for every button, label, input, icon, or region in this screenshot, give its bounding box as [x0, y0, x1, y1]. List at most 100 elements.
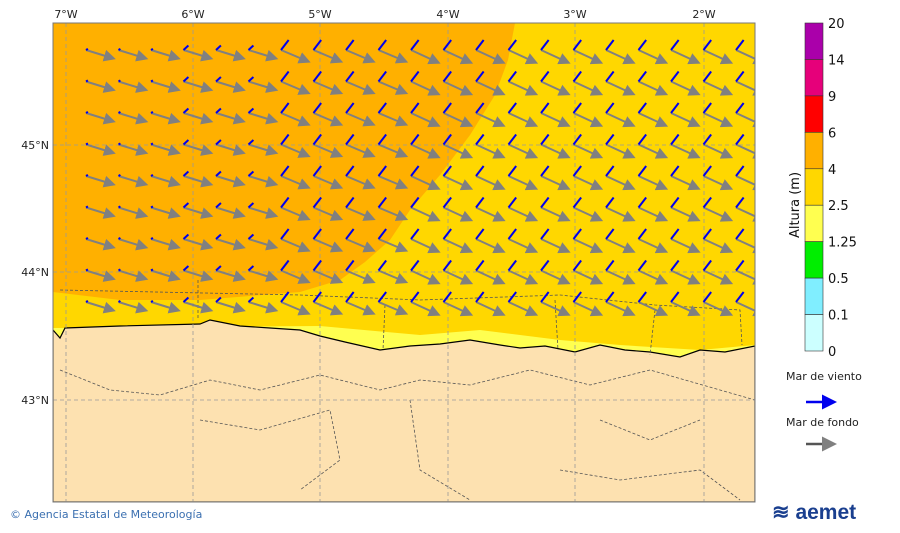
wind-sea-arrow: [280, 70, 290, 83]
swell-arrow: [183, 80, 214, 93]
swell-arrow: [313, 238, 344, 253]
swell-arrow: [735, 80, 755, 96]
wind-sea-arrow: [247, 265, 255, 272]
swell-arrow: [85, 112, 116, 125]
swell-arrow: [85, 206, 116, 219]
wind-sea-arrow: [117, 268, 121, 272]
swell-arrow: [670, 80, 701, 96]
wind-sea-arrow: [702, 133, 712, 146]
colorbar-title: Altura (m): [788, 172, 803, 238]
aemet-logo: ≋ aemet: [772, 500, 856, 525]
swell-arrow: [410, 301, 441, 317]
graticule: [53, 23, 755, 502]
wind-sea-arrow: [605, 259, 615, 272]
wind-sea-arrow: [735, 228, 745, 240]
wind-sea-arrow: [117, 300, 121, 303]
swell-arrow: [540, 301, 571, 317]
swell-arrow: [215, 112, 246, 125]
swell-arrow: [345, 80, 376, 95]
wind-sea-arrow: [182, 265, 190, 272]
wind-sea-arrow: [150, 237, 154, 240]
swell-arrow: [573, 206, 604, 222]
swell-arrow: [85, 143, 116, 156]
wind-sea-arrow: [735, 70, 745, 83]
swell-arrow: [313, 49, 344, 64]
wind-sea-arrow: [312, 291, 322, 303]
wind-sea-arrow: [280, 196, 290, 209]
borders: [59, 280, 755, 501]
swell-arrow: [410, 143, 441, 159]
wind-sea-arrow: [410, 133, 420, 146]
wind-sea-arrow: [475, 165, 485, 177]
swell-arrow: [735, 143, 755, 159]
swell-arrow: [150, 175, 181, 188]
swell-arrow: [735, 269, 755, 285]
legend-swell: Mar de fondo: [786, 416, 859, 429]
wind-sea-arrow: [572, 70, 582, 83]
swell-arrow: [605, 206, 636, 222]
colorbar-swatch: [804, 132, 824, 170]
wind-sea-arrow: [312, 196, 322, 209]
wind-sea-arrow: [85, 268, 89, 272]
map-frame: [52, 22, 756, 503]
colorbar-level-label: 9: [828, 90, 836, 105]
swell-arrow: [703, 206, 734, 222]
wind-sea-arrow: [442, 133, 452, 146]
wind-sea-arrow: [312, 259, 322, 272]
swell-arrow: [313, 269, 344, 284]
wind-sea-arrow: [312, 39, 322, 51]
swell-arrow: [378, 80, 409, 95]
swell-arrow: [183, 269, 214, 282]
swell-arrow: [703, 175, 734, 191]
colorbar-swatch: [804, 277, 824, 315]
wind-sea-arrow: [670, 291, 680, 303]
wind-sea-arrow: [670, 196, 680, 209]
swell-arrow: [183, 112, 214, 125]
swell-arrow: [475, 269, 506, 285]
wind-sea-arrow: [150, 111, 154, 114]
swell-arrow: [280, 112, 311, 127]
wind-sea-arrow: [182, 107, 190, 114]
swell-arrow: [345, 238, 376, 253]
colorbar-level-label: 1.25: [828, 236, 857, 251]
swell-arrow: [703, 49, 734, 65]
colorbar-level-label: 14: [828, 53, 845, 68]
swell-arrow: [540, 175, 571, 191]
swell-arrow: [85, 238, 116, 251]
wind-sea-arrow: [247, 170, 255, 177]
swell-arrow: [605, 269, 636, 285]
wind-sea-arrow: [735, 291, 745, 303]
swell-arrow: [508, 206, 539, 222]
swell-arrow: [215, 175, 246, 188]
colorbar-level-label: 4: [828, 163, 836, 178]
swell-arrow: [345, 301, 376, 316]
wind-sea-arrow: [377, 291, 387, 303]
swell-arrow: [475, 143, 506, 159]
wind-sea-arrow: [540, 133, 550, 146]
wind-sea-arrow: [572, 291, 582, 303]
wind-sea-arrow: [507, 102, 517, 114]
wind-sea-arrow: [637, 70, 647, 83]
wind-sea-arrow: [605, 102, 615, 114]
colorbar-swatch: [804, 59, 824, 97]
wind-sea-arrow: [475, 133, 485, 146]
swell-arrow: [638, 175, 669, 191]
wind-sea-arrow: [410, 39, 420, 51]
swell-arrow: [280, 175, 311, 190]
swell-arrow: [215, 143, 246, 156]
swell-arrow: [475, 112, 506, 128]
swell-arrow: [670, 269, 701, 285]
wind-sea-arrow: [540, 196, 550, 209]
wind-sea-arrow: [150, 79, 154, 83]
swell-arrow: [573, 112, 604, 128]
swell-arrow: [638, 112, 669, 128]
wind-sea-arrow: [85, 237, 89, 240]
swell-arrow: [85, 269, 116, 282]
wind-sea-arrow: [702, 70, 712, 83]
wind-sea-arrow: [280, 102, 290, 114]
swell-arrow: [378, 49, 409, 64]
wind-sea-arrow: [572, 102, 582, 114]
wind-sea-arrow: [540, 102, 550, 114]
wind-sea-arrow: [670, 165, 680, 177]
swell-arrow: [508, 301, 539, 317]
